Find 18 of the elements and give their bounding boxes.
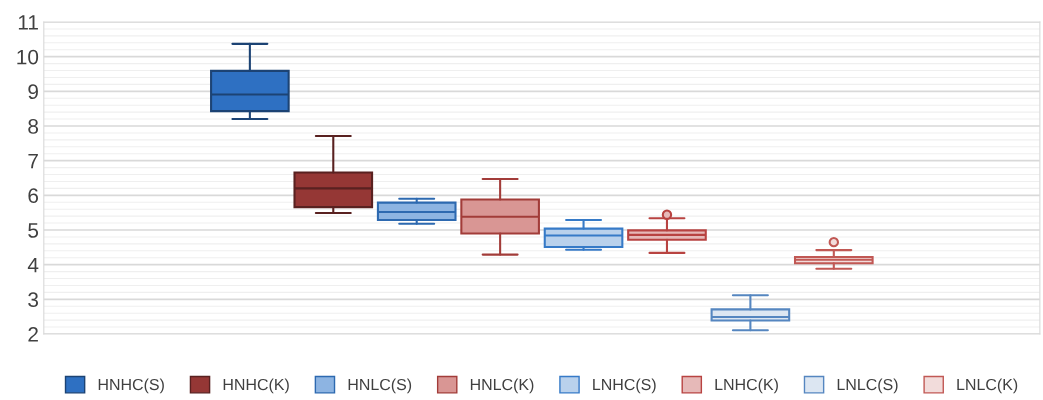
legend-label: HNHC(K) [223,378,289,394]
y-tick-label: 10 [17,49,39,65]
legend-label: HNHC(S) [98,378,164,394]
y-tick-label: 11 [18,15,38,30]
legend-label: HNLC(S) [348,378,412,394]
y-tick-label: 2 [28,327,38,342]
legend-label: LNHC(S) [593,378,656,394]
legend-label: LNLC(S) [837,378,898,394]
y-tick-label: 4 [27,257,39,273]
legend-label: LNHC(K) [715,378,778,394]
y-tick-label: 9 [28,84,38,100]
y-tick-label: 3 [28,292,39,308]
legend-label: LNLC(K) [957,378,1018,394]
y-tick-label: 8 [28,119,39,134]
y-tick-label: 5 [28,223,39,238]
y-tick-label: 7 [28,153,38,169]
legend-label: HNLC(K) [470,378,534,394]
y-tick-label: 6 [28,188,39,204]
